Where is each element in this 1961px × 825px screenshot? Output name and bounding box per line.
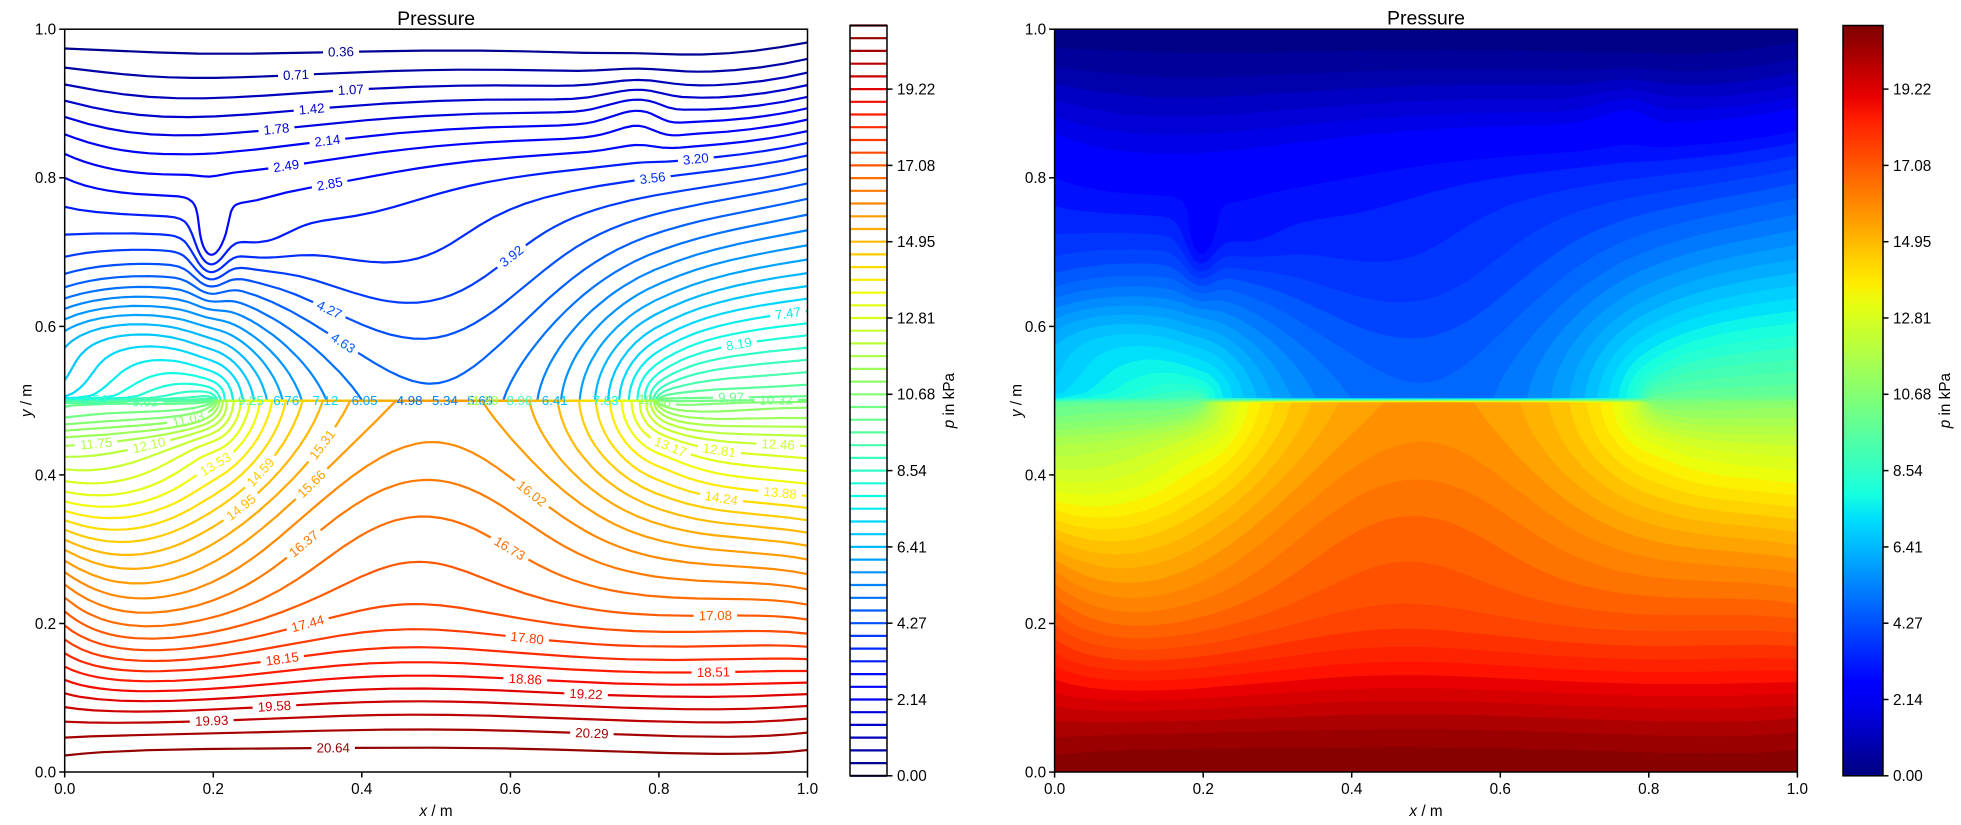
svg-text:y / m: y / m — [1009, 384, 1026, 418]
svg-text:1.42: 1.42 — [298, 100, 325, 117]
svg-text:18.15: 18.15 — [265, 649, 300, 669]
svg-text:9.97: 9.97 — [718, 390, 744, 405]
svg-text:1.78: 1.78 — [263, 120, 290, 138]
svg-text:7.12: 7.12 — [312, 393, 338, 408]
svg-text:9.61: 9.61 — [132, 394, 158, 409]
svg-text:2.85: 2.85 — [316, 174, 344, 193]
svg-text:0.8: 0.8 — [35, 170, 56, 187]
svg-text:Pressure: Pressure — [397, 8, 475, 30]
svg-text:x / m: x / m — [419, 803, 453, 820]
svg-text:12.81: 12.81 — [702, 440, 737, 460]
svg-text:20.29: 20.29 — [575, 725, 609, 741]
svg-text:17.80: 17.80 — [510, 629, 545, 647]
svg-text:x / m: x / m — [1408, 803, 1442, 820]
svg-text:y / m: y / m — [19, 384, 36, 418]
svg-text:1.07: 1.07 — [337, 82, 364, 99]
svg-text:4.27: 4.27 — [897, 616, 927, 633]
svg-text:14.24: 14.24 — [704, 488, 739, 508]
svg-text:14.95: 14.95 — [1893, 234, 1931, 251]
svg-text:8.90: 8.90 — [506, 393, 532, 408]
svg-text:8.19: 8.19 — [725, 334, 753, 353]
svg-text:0.4: 0.4 — [1025, 467, 1047, 484]
svg-text:14.95: 14.95 — [897, 234, 935, 251]
svg-text:0.4: 0.4 — [1341, 781, 1363, 798]
svg-text:0.36: 0.36 — [328, 44, 354, 60]
svg-text:8.54: 8.54 — [1893, 463, 1923, 480]
svg-text:8.54: 8.54 — [897, 463, 927, 480]
svg-text:12.46: 12.46 — [761, 436, 795, 453]
svg-text:0.2: 0.2 — [1025, 616, 1046, 633]
svg-text:p in kPa: p in kPa — [941, 372, 958, 429]
svg-text:0.2: 0.2 — [203, 781, 224, 798]
svg-text:13.88: 13.88 — [763, 484, 798, 502]
svg-text:0.6: 0.6 — [1490, 781, 1511, 798]
svg-text:1.0: 1.0 — [797, 781, 818, 798]
svg-text:6.76: 6.76 — [273, 393, 299, 408]
svg-text:10.68: 10.68 — [1893, 387, 1931, 404]
svg-text:4.98: 4.98 — [397, 393, 423, 408]
svg-text:18.51: 18.51 — [697, 664, 731, 680]
svg-text:0.6: 0.6 — [1025, 319, 1046, 336]
svg-text:6.41: 6.41 — [1893, 539, 1923, 556]
svg-text:0.2: 0.2 — [1193, 781, 1214, 798]
svg-text:19.58: 19.58 — [257, 698, 291, 715]
svg-text:10.32: 10.32 — [759, 392, 792, 407]
svg-text:0.00: 0.00 — [1893, 768, 1923, 785]
svg-text:19.22: 19.22 — [897, 81, 935, 98]
svg-text:11.75: 11.75 — [79, 435, 113, 453]
svg-text:10.68: 10.68 — [637, 391, 672, 409]
svg-text:0.2: 0.2 — [35, 616, 56, 633]
svg-text:12.81: 12.81 — [897, 310, 935, 327]
svg-text:19.93: 19.93 — [195, 713, 229, 729]
svg-text:1.0: 1.0 — [1787, 781, 1808, 798]
svg-text:2.14: 2.14 — [897, 692, 927, 709]
svg-text:Pressure: Pressure — [1387, 8, 1465, 30]
svg-text:0.8: 0.8 — [1638, 781, 1659, 798]
svg-text:1.0: 1.0 — [35, 22, 56, 39]
svg-text:3.56: 3.56 — [639, 169, 666, 187]
svg-text:2.14: 2.14 — [314, 132, 342, 150]
svg-text:18.86: 18.86 — [508, 671, 542, 688]
svg-text:0.6: 0.6 — [35, 319, 56, 336]
svg-text:12.81: 12.81 — [1893, 310, 1931, 327]
svg-text:0.0: 0.0 — [1025, 764, 1046, 781]
svg-text:0.00: 0.00 — [897, 768, 927, 785]
svg-text:5.34: 5.34 — [432, 393, 458, 408]
svg-text:2.14: 2.14 — [1893, 692, 1923, 709]
svg-text:12.10: 12.10 — [131, 434, 167, 456]
svg-text:17.08: 17.08 — [699, 608, 732, 623]
svg-text:p in kPa: p in kPa — [1937, 372, 1954, 429]
svg-text:6.05: 6.05 — [352, 393, 378, 408]
svg-text:0.0: 0.0 — [35, 764, 56, 781]
svg-text:17.08: 17.08 — [1893, 158, 1931, 175]
svg-text:9.25: 9.25 — [238, 393, 264, 408]
svg-text:10.68: 10.68 — [897, 387, 935, 404]
svg-text:4.27: 4.27 — [1893, 616, 1923, 633]
svg-text:0.4: 0.4 — [35, 467, 57, 484]
svg-text:19.22: 19.22 — [1893, 81, 1931, 98]
svg-text:17.08: 17.08 — [897, 158, 935, 175]
svg-text:6.41: 6.41 — [897, 539, 927, 556]
svg-text:0.4: 0.4 — [351, 781, 373, 798]
svg-text:0.0: 0.0 — [1044, 781, 1065, 798]
svg-text:11.03: 11.03 — [171, 408, 206, 430]
svg-text:7.47: 7.47 — [774, 304, 802, 322]
svg-text:1.0: 1.0 — [1025, 22, 1046, 39]
svg-text:3.20: 3.20 — [682, 150, 709, 167]
svg-text:20.64: 20.64 — [317, 740, 350, 755]
svg-text:0.0: 0.0 — [54, 781, 75, 798]
svg-text:11.39: 11.39 — [466, 393, 498, 408]
svg-text:0.8: 0.8 — [1025, 170, 1046, 187]
svg-text:7.83: 7.83 — [593, 393, 619, 408]
svg-text:8.54: 8.54 — [81, 392, 107, 407]
svg-text:5.69: 5.69 — [467, 393, 493, 408]
svg-text:2.49: 2.49 — [272, 157, 300, 176]
svg-text:0.71: 0.71 — [283, 67, 310, 83]
svg-text:19.22: 19.22 — [569, 686, 603, 702]
svg-text:6.41: 6.41 — [542, 393, 568, 408]
svg-text:0.6: 0.6 — [500, 781, 521, 798]
svg-text:0.8: 0.8 — [648, 781, 669, 798]
